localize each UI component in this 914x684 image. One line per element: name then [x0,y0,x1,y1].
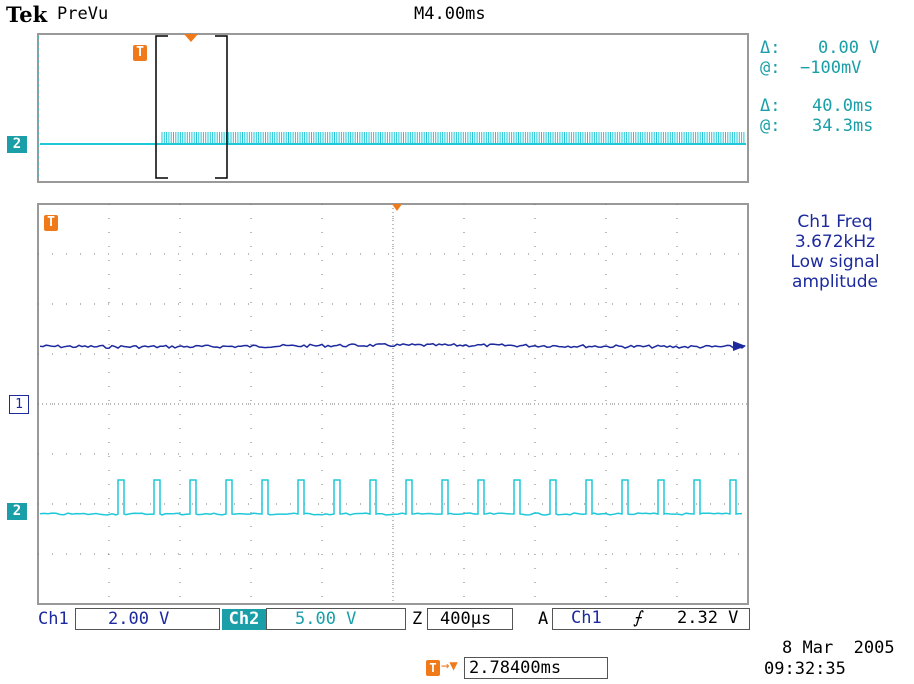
measurement-panel: Ch1 Freq 3.672kHz Low signal amplitude [760,212,910,292]
t-delta-label: Δ: [760,96,781,116]
zoom-window-brackets [155,35,228,179]
ch1-ground-arrow [733,341,746,351]
main-graticule [37,203,749,605]
trigger-source: Ch1 [571,608,602,628]
date-label: 8 Mar 2005 [782,638,895,658]
mode-label: PreVu [57,4,109,24]
acquisition-label: A [538,609,549,629]
t-at-label: @: [760,116,781,136]
ch2-preview-pulses [161,132,745,144]
measurement-warning-2: amplitude [792,272,878,292]
trigger-slope-icon: ⨍ [633,608,642,628]
timebase-label: M4.00ms [414,4,486,24]
arrow-right-icon: →▼ [441,658,458,674]
main-trigger-arrow [392,204,402,211]
ch2-trace [39,479,743,516]
ch1-label: Ch1 [38,609,69,629]
trigger-level: 2.32 V [677,608,739,628]
ch2-label: Ch2 [222,609,266,630]
ch1-trace [39,342,746,350]
preview-waveform [37,33,749,183]
time-label: 09:32:35 [764,659,846,679]
ch2-scale: 5.00 V [266,608,406,630]
v-delta-value: 0.00 V [818,38,880,58]
trigger-position-value: 2.78400ms [464,657,608,679]
ch2-preview-marker: 2 [7,136,27,153]
ch1-marker: 1 [9,395,29,414]
preview-trigger-arrow [184,34,198,42]
t-at-value: 34.3ms [812,116,874,136]
measurement-warning-1: Low signal [790,252,880,272]
measurement-name: Ch1 Freq [797,212,873,232]
preview-trigger-marker: T [133,45,147,61]
v-delta-label: Δ: [760,38,781,58]
zoom-scale: 400µs [427,608,513,630]
ch2-marker: 2 [7,503,27,520]
v-at-label: @: [760,58,781,78]
graticule-grid [38,204,748,604]
trigger-position-icon: T [426,660,440,676]
main-trigger-marker: T [44,215,58,231]
t-delta-value: 40.0ms [812,96,874,116]
ch1-scale: 2.00 V [75,608,220,630]
trigger-box: Ch1 ⨍ 2.32 V [552,608,750,630]
brand-logo: Tek [6,2,48,27]
v-at-value: −100mV [800,58,862,78]
measurement-value: 3.672kHz [794,232,876,252]
zoom-label: Z [412,609,423,629]
